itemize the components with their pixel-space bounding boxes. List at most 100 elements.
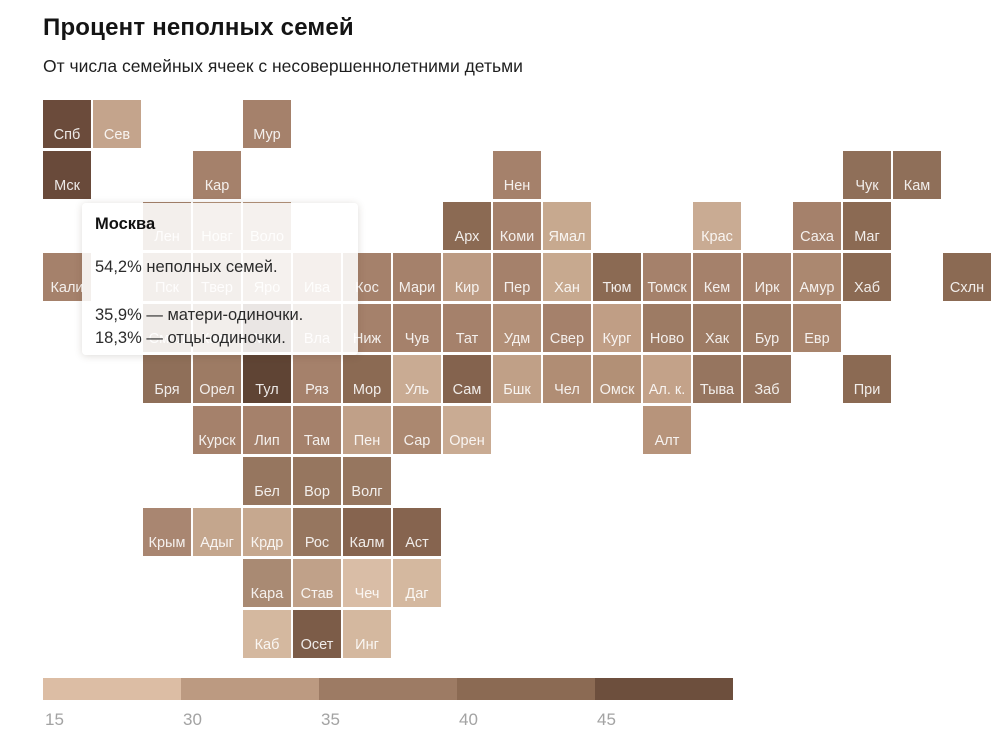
region-tile-Кара[interactable]: Кара <box>243 559 291 607</box>
region-tile-Ал. к.[interactable]: Ал. к. <box>643 355 691 403</box>
region-tile-Сев[interactable]: Сев <box>93 100 141 148</box>
region-tile-Бел[interactable]: Бел <box>243 457 291 505</box>
region-tile-Крым[interactable]: Крым <box>143 508 191 556</box>
region-tile-Крас[interactable]: Крас <box>693 202 741 250</box>
region-tile-Сам[interactable]: Сам <box>443 355 491 403</box>
region-tile-Заб[interactable]: Заб <box>743 355 791 403</box>
region-tile-label: Сар <box>403 432 431 449</box>
legend-segment <box>319 678 457 700</box>
region-tile-Коми[interactable]: Коми <box>493 202 541 250</box>
region-tile-label: Маг <box>854 228 880 245</box>
region-tile-Чук[interactable]: Чук <box>843 151 891 199</box>
region-tile-label: Мор <box>352 381 382 398</box>
region-tile-label: Мур <box>253 126 281 143</box>
region-tile-Кург[interactable]: Кург <box>593 304 641 352</box>
region-tile-Калм[interactable]: Калм <box>343 508 391 556</box>
region-tile-label: Удм <box>503 330 531 347</box>
region-tile-Волг[interactable]: Волг <box>343 457 391 505</box>
region-tile-Став[interactable]: Став <box>293 559 341 607</box>
region-tile-Свер[interactable]: Свер <box>543 304 591 352</box>
region-tile-Маг[interactable]: Маг <box>843 202 891 250</box>
region-tile-Тат[interactable]: Тат <box>443 304 491 352</box>
region-tile-Спб[interactable]: Спб <box>43 100 91 148</box>
region-tile-Орен[interactable]: Орен <box>443 406 491 454</box>
region-tile-Бшк[interactable]: Бшк <box>493 355 541 403</box>
region-tile-Бря[interactable]: Бря <box>143 355 191 403</box>
region-tile-label: Кара <box>250 585 284 602</box>
region-tile-Бур[interactable]: Бур <box>743 304 791 352</box>
region-tile-Курск[interactable]: Курск <box>193 406 241 454</box>
region-tile-label: Схлн <box>949 279 985 296</box>
region-tile-Мор[interactable]: Мор <box>343 355 391 403</box>
region-tile-Кам[interactable]: Кам <box>893 151 941 199</box>
region-tile-Инг[interactable]: Инг <box>343 610 391 658</box>
region-tile-Крдр[interactable]: Крдр <box>243 508 291 556</box>
region-tile-label: Бря <box>154 381 180 398</box>
region-tile-label: Уль <box>404 381 430 398</box>
region-tile-label: Ниж <box>352 330 382 347</box>
region-tile-Нен[interactable]: Нен <box>493 151 541 199</box>
region-tile-Аст[interactable]: Аст <box>393 508 441 556</box>
region-tile-Вор[interactable]: Вор <box>293 457 341 505</box>
region-tile-Ново[interactable]: Ново <box>643 304 691 352</box>
region-tile-Орел[interactable]: Орел <box>193 355 241 403</box>
region-tile-Удм[interactable]: Удм <box>493 304 541 352</box>
region-tile-label: Тюм <box>602 279 632 296</box>
region-tile-label: Кос <box>355 279 379 296</box>
region-tile-Мск[interactable]: Мск <box>43 151 91 199</box>
region-tile-Хан[interactable]: Хан <box>543 253 591 301</box>
region-tile-Мур[interactable]: Мур <box>243 100 291 148</box>
region-tile-Ямал[interactable]: Ямал <box>543 202 591 250</box>
region-tile-Схлн[interactable]: Схлн <box>943 253 991 301</box>
region-tile-Томск[interactable]: Томск <box>643 253 691 301</box>
region-tile-Тюм[interactable]: Тюм <box>593 253 641 301</box>
region-tile-label: Кург <box>602 330 632 347</box>
region-tile-Уль[interactable]: Уль <box>393 355 441 403</box>
region-tile-При[interactable]: При <box>843 355 891 403</box>
region-tile-label: Там <box>303 432 331 449</box>
region-tile-Каб[interactable]: Каб <box>243 610 291 658</box>
region-tile-Тул[interactable]: Тул <box>243 355 291 403</box>
region-tile-Хак[interactable]: Хак <box>693 304 741 352</box>
region-tile-Осет[interactable]: Осет <box>293 610 341 658</box>
region-tile-label: Тыва <box>699 381 735 398</box>
region-tile-Кар[interactable]: Кар <box>193 151 241 199</box>
region-tile-Пен[interactable]: Пен <box>343 406 391 454</box>
region-tile-Адыг[interactable]: Адыг <box>193 508 241 556</box>
tooltip-fathers-line: 18,3% — отцы-одиночки. <box>95 329 286 347</box>
region-tile-label: Ряз <box>305 381 329 398</box>
region-tile-Ряз[interactable]: Ряз <box>293 355 341 403</box>
region-tile-Мари[interactable]: Мари <box>393 253 441 301</box>
region-tile-Хаб[interactable]: Хаб <box>843 253 891 301</box>
region-tile-Там[interactable]: Там <box>293 406 341 454</box>
region-tile-Арх[interactable]: Арх <box>443 202 491 250</box>
tooltip-region-name: Москва <box>95 215 156 233</box>
region-tile-Тыва[interactable]: Тыва <box>693 355 741 403</box>
region-tile-Евр[interactable]: Евр <box>793 304 841 352</box>
region-tile-label: Евр <box>804 330 830 347</box>
region-tile-label: Спб <box>53 126 81 143</box>
region-tile-Кир[interactable]: Кир <box>443 253 491 301</box>
region-tile-Алт[interactable]: Алт <box>643 406 691 454</box>
region-tile-label: Свер <box>549 330 585 347</box>
region-tile-label: Лип <box>254 432 280 449</box>
region-tile-label: Тул <box>255 381 279 398</box>
region-tile-Пер[interactable]: Пер <box>493 253 541 301</box>
region-tile-Чел[interactable]: Чел <box>543 355 591 403</box>
region-tile-Ирк[interactable]: Ирк <box>743 253 791 301</box>
region-tile-Омск[interactable]: Омск <box>593 355 641 403</box>
region-tile-Чеч[interactable]: Чеч <box>343 559 391 607</box>
region-tile-Лип[interactable]: Лип <box>243 406 291 454</box>
tooltip-total-line: 54,2% неполных семей. <box>95 258 278 276</box>
region-tile-Саха[interactable]: Саха <box>793 202 841 250</box>
region-tile-Даг[interactable]: Даг <box>393 559 441 607</box>
region-tile-label: Мск <box>54 177 80 194</box>
region-tile-Рос[interactable]: Рос <box>293 508 341 556</box>
legend-tick-label: 40 <box>459 710 478 729</box>
region-tile-Сар[interactable]: Сар <box>393 406 441 454</box>
region-tile-Амур[interactable]: Амур <box>793 253 841 301</box>
region-tile-Кем[interactable]: Кем <box>693 253 741 301</box>
page-subtitle: От числа семейных ячеек с несовершенноле… <box>43 56 523 76</box>
region-tile-Чув[interactable]: Чув <box>393 304 441 352</box>
